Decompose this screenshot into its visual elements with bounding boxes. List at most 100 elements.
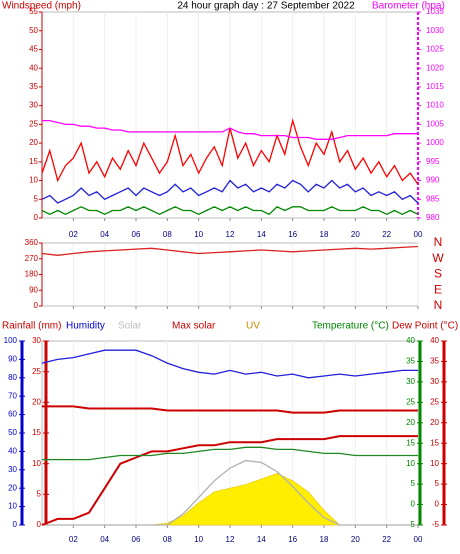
y-tick-label: 0 bbox=[435, 500, 440, 509]
y-tick-label: 25 bbox=[430, 397, 439, 406]
chart-title: 24 hour graph day : 27 September 2022 bbox=[177, 1, 355, 12]
direction-label: N bbox=[434, 298, 443, 312]
y-tick-label: 35 bbox=[406, 357, 415, 366]
y-tick-label: 20 bbox=[29, 138, 38, 147]
y-tick-label: 30 bbox=[32, 336, 41, 345]
y-tick-label: 25 bbox=[406, 397, 415, 406]
x-tick-label: 18 bbox=[320, 230, 329, 239]
y2-tick-label: 985 bbox=[426, 194, 440, 203]
y-tick-label: 70 bbox=[8, 391, 17, 400]
series-line bbox=[42, 459, 418, 526]
y-tick-label: 0 bbox=[411, 500, 416, 509]
direction-label: N bbox=[434, 235, 443, 249]
series-line bbox=[42, 405, 418, 414]
x-tick-label: 14 bbox=[257, 230, 266, 239]
x-tick-label: 06 bbox=[132, 535, 141, 544]
x-tick-label: 22 bbox=[382, 230, 391, 239]
legend-label: Humidity bbox=[66, 321, 105, 332]
y2-tick-label: 1030 bbox=[426, 26, 444, 35]
y-tick-label: 15 bbox=[406, 438, 415, 447]
y-tick-label: 50 bbox=[29, 26, 38, 35]
y-tick-label: 25 bbox=[32, 367, 41, 376]
series-line bbox=[41, 245, 419, 256]
x-tick-label: 16 bbox=[288, 230, 297, 239]
y-tick-label: 5 bbox=[37, 489, 42, 498]
y-tick-label: 5 bbox=[411, 479, 416, 488]
series-line bbox=[42, 119, 418, 140]
y-axis-title: Windspeed (mph) bbox=[2, 1, 81, 12]
x-tick-label: 04 bbox=[100, 230, 109, 239]
y2-tick-label: 1035 bbox=[426, 7, 444, 16]
x-tick-label: 10 bbox=[194, 230, 203, 239]
legend-label: UV bbox=[246, 321, 260, 332]
y-tick-label: 15 bbox=[430, 438, 439, 447]
series-line bbox=[41, 206, 419, 216]
series-line bbox=[42, 446, 418, 461]
x-tick-label: 14 bbox=[257, 535, 266, 544]
legend-label: Max solar bbox=[172, 321, 216, 332]
y-tick-label: 10 bbox=[29, 176, 38, 185]
y2-tick-label: 990 bbox=[426, 176, 440, 185]
y-tick-label: 10 bbox=[406, 459, 415, 468]
y-tick-label: 10 bbox=[32, 459, 41, 468]
y-tick-label: 20 bbox=[430, 418, 439, 427]
y-tick-label: 5 bbox=[34, 194, 39, 203]
y-tick-label: 40 bbox=[430, 336, 439, 345]
y-tick-label: 35 bbox=[430, 357, 439, 366]
y-tick-label: -5 bbox=[432, 520, 440, 529]
series-line bbox=[41, 435, 418, 526]
y2-axis-title: Barometer (hpa) bbox=[372, 1, 445, 12]
y2-tick-label: 1020 bbox=[426, 63, 444, 72]
y-tick-label: 0 bbox=[34, 301, 39, 310]
legend-label: Dew Point (°C) bbox=[392, 321, 458, 332]
series-line bbox=[41, 349, 418, 379]
y-tick-label: 90 bbox=[29, 285, 38, 294]
y-tick-label: 15 bbox=[32, 428, 41, 437]
y2-tick-label: 1025 bbox=[426, 45, 444, 54]
y-tick-label: 30 bbox=[406, 377, 415, 386]
x-tick-label: 04 bbox=[100, 535, 109, 544]
y-tick-label: 25 bbox=[29, 119, 38, 128]
x-tick-label: 12 bbox=[226, 230, 235, 239]
y-tick-label: 90 bbox=[8, 355, 17, 364]
x-tick-label: 08 bbox=[163, 535, 172, 544]
y-tick-label: 80 bbox=[8, 373, 17, 382]
y-tick-label: 5 bbox=[435, 479, 440, 488]
y2-tick-label: 1015 bbox=[426, 82, 444, 91]
y-tick-label: 270 bbox=[25, 254, 39, 263]
x-tick-label: 10 bbox=[194, 535, 203, 544]
direction-label: W bbox=[432, 251, 444, 265]
x-tick-label: 16 bbox=[288, 535, 297, 544]
y-tick-label: 360 bbox=[25, 238, 39, 247]
x-tick-label: 00 bbox=[414, 230, 423, 239]
y-tick-label: 10 bbox=[430, 459, 439, 468]
y-tick-label: 50 bbox=[8, 428, 17, 437]
y-tick-label: 20 bbox=[406, 418, 415, 427]
y2-tick-label: 995 bbox=[426, 157, 440, 166]
y-tick-label: 40 bbox=[8, 447, 17, 456]
y-tick-label: 0 bbox=[13, 520, 18, 529]
x-tick-label: 02 bbox=[69, 230, 78, 239]
x-tick-label: 20 bbox=[351, 535, 360, 544]
y-tick-label: 0 bbox=[34, 213, 39, 222]
y-tick-label: 45 bbox=[29, 45, 38, 54]
legend-label: Rainfall (mm) bbox=[2, 321, 61, 332]
y2-tick-label: 1005 bbox=[426, 119, 444, 128]
direction-label: S bbox=[434, 267, 442, 281]
series-line bbox=[41, 179, 419, 204]
x-tick-label: 08 bbox=[163, 230, 172, 239]
y-tick-label: 55 bbox=[29, 7, 38, 16]
y-tick-label: 30 bbox=[29, 101, 38, 110]
y2-tick-label: 1010 bbox=[426, 101, 444, 110]
y-tick-label: 30 bbox=[430, 377, 439, 386]
x-tick-label: 00 bbox=[414, 535, 423, 544]
y-tick-label: 20 bbox=[8, 483, 17, 492]
x-tick-label: 22 bbox=[382, 535, 391, 544]
x-tick-label: 20 bbox=[351, 230, 360, 239]
y-tick-label: 30 bbox=[8, 465, 17, 474]
x-tick-label: 18 bbox=[320, 535, 329, 544]
y-tick-label: 20 bbox=[32, 397, 41, 406]
y-tick-label: 0 bbox=[37, 520, 42, 529]
y-tick-label: 40 bbox=[29, 63, 38, 72]
